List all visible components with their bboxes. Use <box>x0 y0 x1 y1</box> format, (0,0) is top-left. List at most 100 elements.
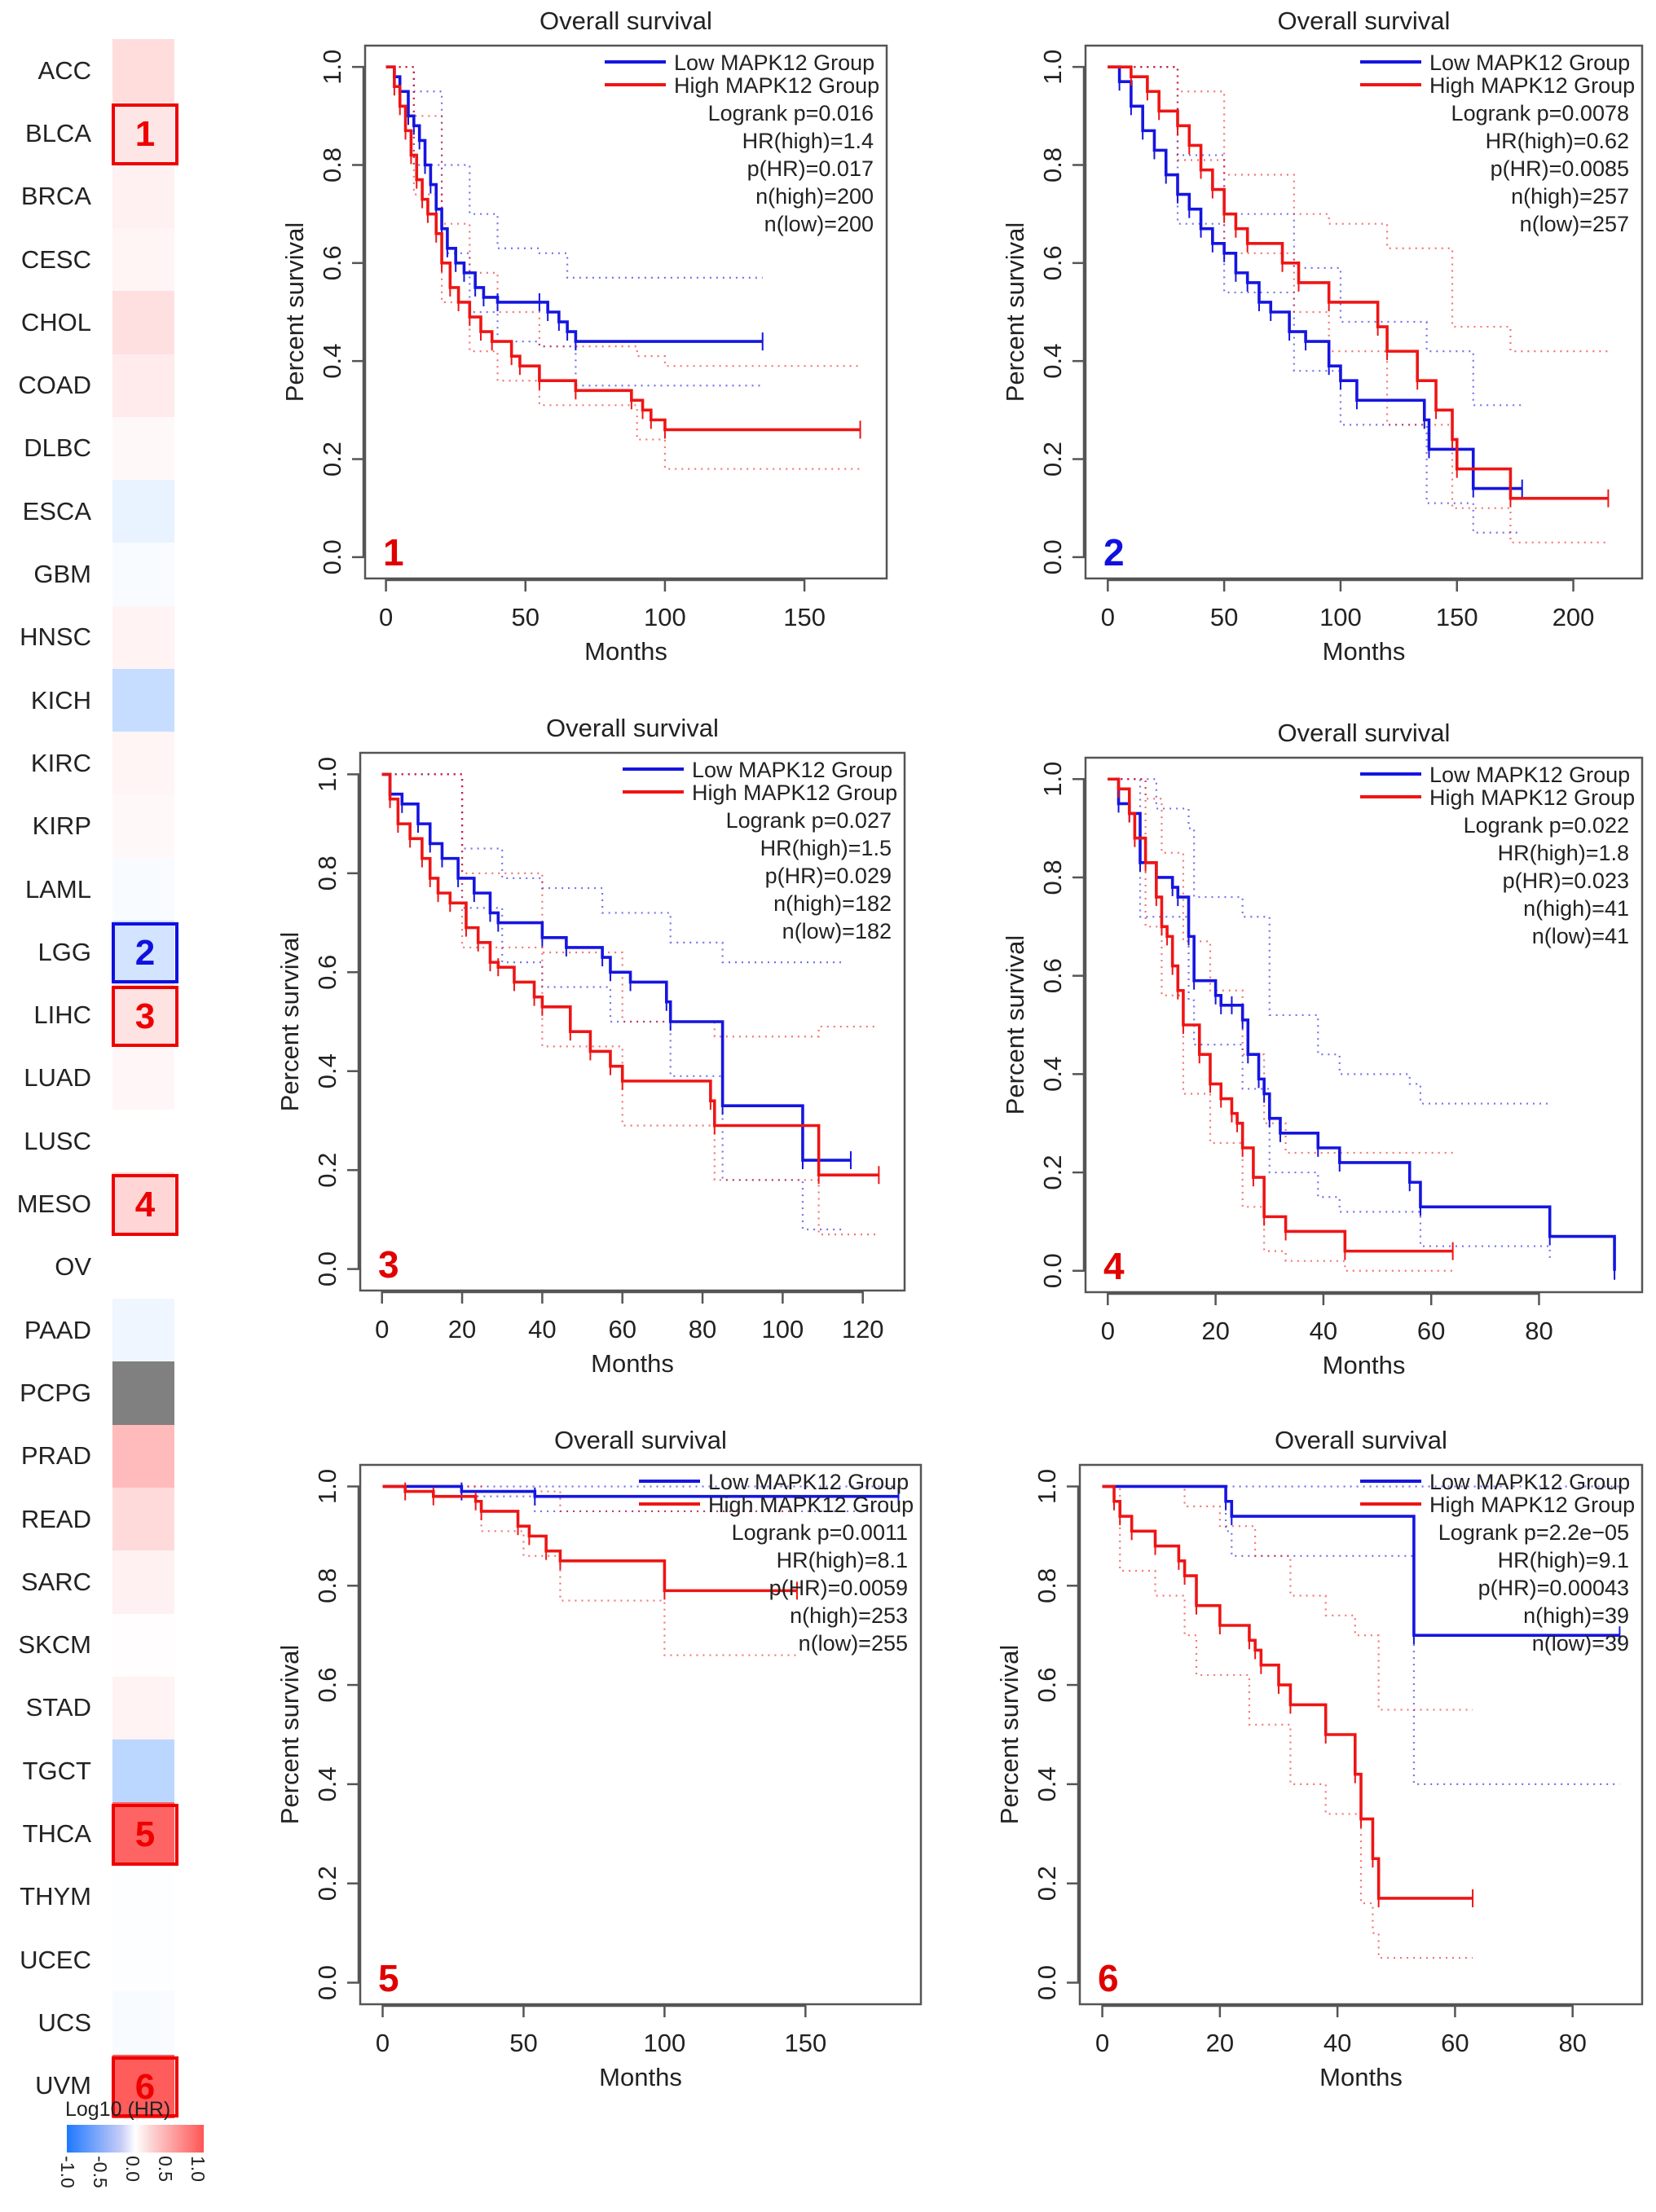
heatmap-cell <box>112 102 174 166</box>
x-tick-label: 150 <box>1436 603 1478 631</box>
heatmap-highlight-box: 1 <box>112 103 178 165</box>
plot-title: Overall survival <box>1275 1426 1447 1454</box>
x-axis-label: Months <box>599 2063 682 2091</box>
y-tick-label: 0.2 <box>1038 1155 1067 1190</box>
heatmap-row-label: LIHC <box>33 1000 91 1030</box>
heatmap-row-label: LUSC <box>24 1126 91 1155</box>
stat-line: Logrank p=0.0011 <box>732 1520 908 1545</box>
heatmap-row-label: LGG <box>37 937 91 966</box>
heatmap-cell <box>112 1172 174 1237</box>
heatmap-highlight-box: 3 <box>112 985 178 1047</box>
stat-line: HR(high)=0.62 <box>1486 129 1629 153</box>
colorbar-tick-label: 0.5 <box>155 2156 176 2182</box>
panel-number: 5 <box>378 1957 399 1999</box>
heatmap-highlight-box: 6 <box>112 2056 178 2117</box>
stat-line: HR(high)=8.1 <box>777 1548 908 1572</box>
stat-line: n(high)=257 <box>1511 184 1629 209</box>
y-axis-label: Percent survival <box>280 222 309 402</box>
ci-lower-low <box>1108 778 1551 1261</box>
y-tick-label: 0.2 <box>318 442 346 477</box>
legend-label: High MAPK12 Group <box>692 781 897 805</box>
legend-label: Low MAPK12 Group <box>1429 1470 1630 1494</box>
heatmap-row-label: PCPG <box>20 1378 91 1407</box>
heatmap-cell <box>112 1235 174 1299</box>
heatmap-highlight-box: 5 <box>112 1804 178 1866</box>
x-tick-label: 0 <box>1101 1317 1115 1345</box>
heatmap-cell <box>112 669 174 732</box>
legend-label: Low MAPK12 Group <box>708 1470 909 1494</box>
y-tick-label: 0.8 <box>313 1568 341 1603</box>
heatmap-cell <box>112 1739 174 1804</box>
heatmap-highlight-box: 4 <box>112 1174 178 1236</box>
y-tick-label: 0.0 <box>1038 539 1067 574</box>
panel-number: 4 <box>1103 1245 1125 1287</box>
legend-label: Low MAPK12 Group <box>692 758 892 782</box>
survival-plot-5: Overall survival 0 50 100 150 Months 0.0 0.2 0.4… <box>275 1426 923 2091</box>
heatmap-row-label: LAML <box>25 874 91 904</box>
y-tick-label: 1.0 <box>1038 50 1067 85</box>
x-tick-label: 100 <box>1319 603 1362 631</box>
plot-title: Overall survival <box>546 714 719 742</box>
x-tick-label: 200 <box>1552 603 1595 631</box>
stat-line: p(HR)=0.017 <box>747 156 874 181</box>
y-tick-label: 0.2 <box>313 1153 341 1188</box>
survival-plot-6: Overall survival 0 20 40 60 80 Months 0.0 0.2 0.4… <box>995 1426 1644 2091</box>
plot-title: Overall survival <box>1278 7 1451 35</box>
y-tick-label: 0.6 <box>318 245 346 280</box>
plot-title: Overall survival <box>1278 719 1451 747</box>
x-tick-label: 40 <box>1310 1317 1337 1345</box>
heatmap-row-label: MESO <box>16 1190 91 1219</box>
heatmap-cell <box>112 2054 174 2118</box>
x-tick-label: 60 <box>1417 1317 1445 1345</box>
heatmap-cell <box>112 732 174 796</box>
plot-frame <box>1084 756 1644 1294</box>
heatmap-row-label: UCEC <box>20 1945 91 1974</box>
heatmap-row-label: SARC <box>20 1567 91 1596</box>
heatmap-cell <box>112 354 174 418</box>
plot-title: Overall survival <box>540 7 712 35</box>
km-curve-high-mapk12 <box>1108 65 1609 500</box>
tcga-hazard-ratio-heatmap: ACC BLCA 1 BRCA CESC CHOL COAD DLBC ESCA GBM HNSC K… <box>0 0 209 2212</box>
plot-frame <box>359 1463 923 2006</box>
heatmap-row-label: COAD <box>18 371 91 400</box>
stat-line: HR(high)=9.1 <box>1498 1548 1629 1572</box>
colorbar-tick-label: -1.0 <box>57 2156 78 2188</box>
panel-number: 1 <box>383 531 404 574</box>
y-tick-label: 0.6 <box>1038 958 1067 993</box>
x-tick-label: 40 <box>528 1315 556 1343</box>
x-axis-label: Months <box>584 637 667 666</box>
stat-line: n(low)=39 <box>1532 1631 1629 1656</box>
heatmap-row-label: THCA <box>22 1819 91 1849</box>
heatmap-row-label: BLCA <box>25 118 91 147</box>
heatmap-row-label: KIRC <box>30 748 91 777</box>
y-tick-label: 0.6 <box>1038 245 1067 280</box>
x-tick-label: 80 <box>1525 1317 1552 1345</box>
y-tick-label: 0.6 <box>1033 1668 1061 1703</box>
heatmap-row-label: GBM <box>33 560 91 589</box>
stat-line: n(low)=200 <box>764 212 874 236</box>
stat-line: n(high)=200 <box>755 184 874 209</box>
survival-plot-3: Overall survival 0 20 40 60 80 100 120 Months 0.0… <box>275 714 906 1378</box>
x-tick-label: 50 <box>1210 603 1238 631</box>
heatmap-cell <box>112 1110 174 1174</box>
stat-line: p(HR)=0.0085 <box>1491 156 1629 181</box>
panel-number: 3 <box>378 1243 399 1286</box>
y-axis-label: Percent survival <box>275 932 304 1112</box>
x-tick-label: 0 <box>1095 2029 1109 2057</box>
x-tick-label: 0 <box>375 1315 389 1343</box>
heatmap-cell <box>112 1676 174 1740</box>
legend-label: Low MAPK12 Group <box>674 51 874 75</box>
stat-line: Logrank p=0.027 <box>726 808 892 833</box>
heatmap-row-label: UCS <box>37 2008 91 2037</box>
y-tick-label: 0.8 <box>1033 1568 1061 1603</box>
heatmap-cell <box>112 227 174 292</box>
y-axis-label: Percent survival <box>1001 222 1029 402</box>
stat-line: Logrank p=0.022 <box>1464 813 1629 838</box>
x-tick-label: 60 <box>1441 2029 1469 2057</box>
heatmap-row-label: OV <box>55 1252 91 1282</box>
y-tick-label: 0.4 <box>1033 1766 1061 1801</box>
y-axis-label: Percent survival <box>275 1645 304 1825</box>
y-tick-label: 0.2 <box>1033 1866 1061 1901</box>
x-tick-label: 0 <box>376 2029 390 2057</box>
heatmap-row-label: PAAD <box>24 1315 91 1344</box>
